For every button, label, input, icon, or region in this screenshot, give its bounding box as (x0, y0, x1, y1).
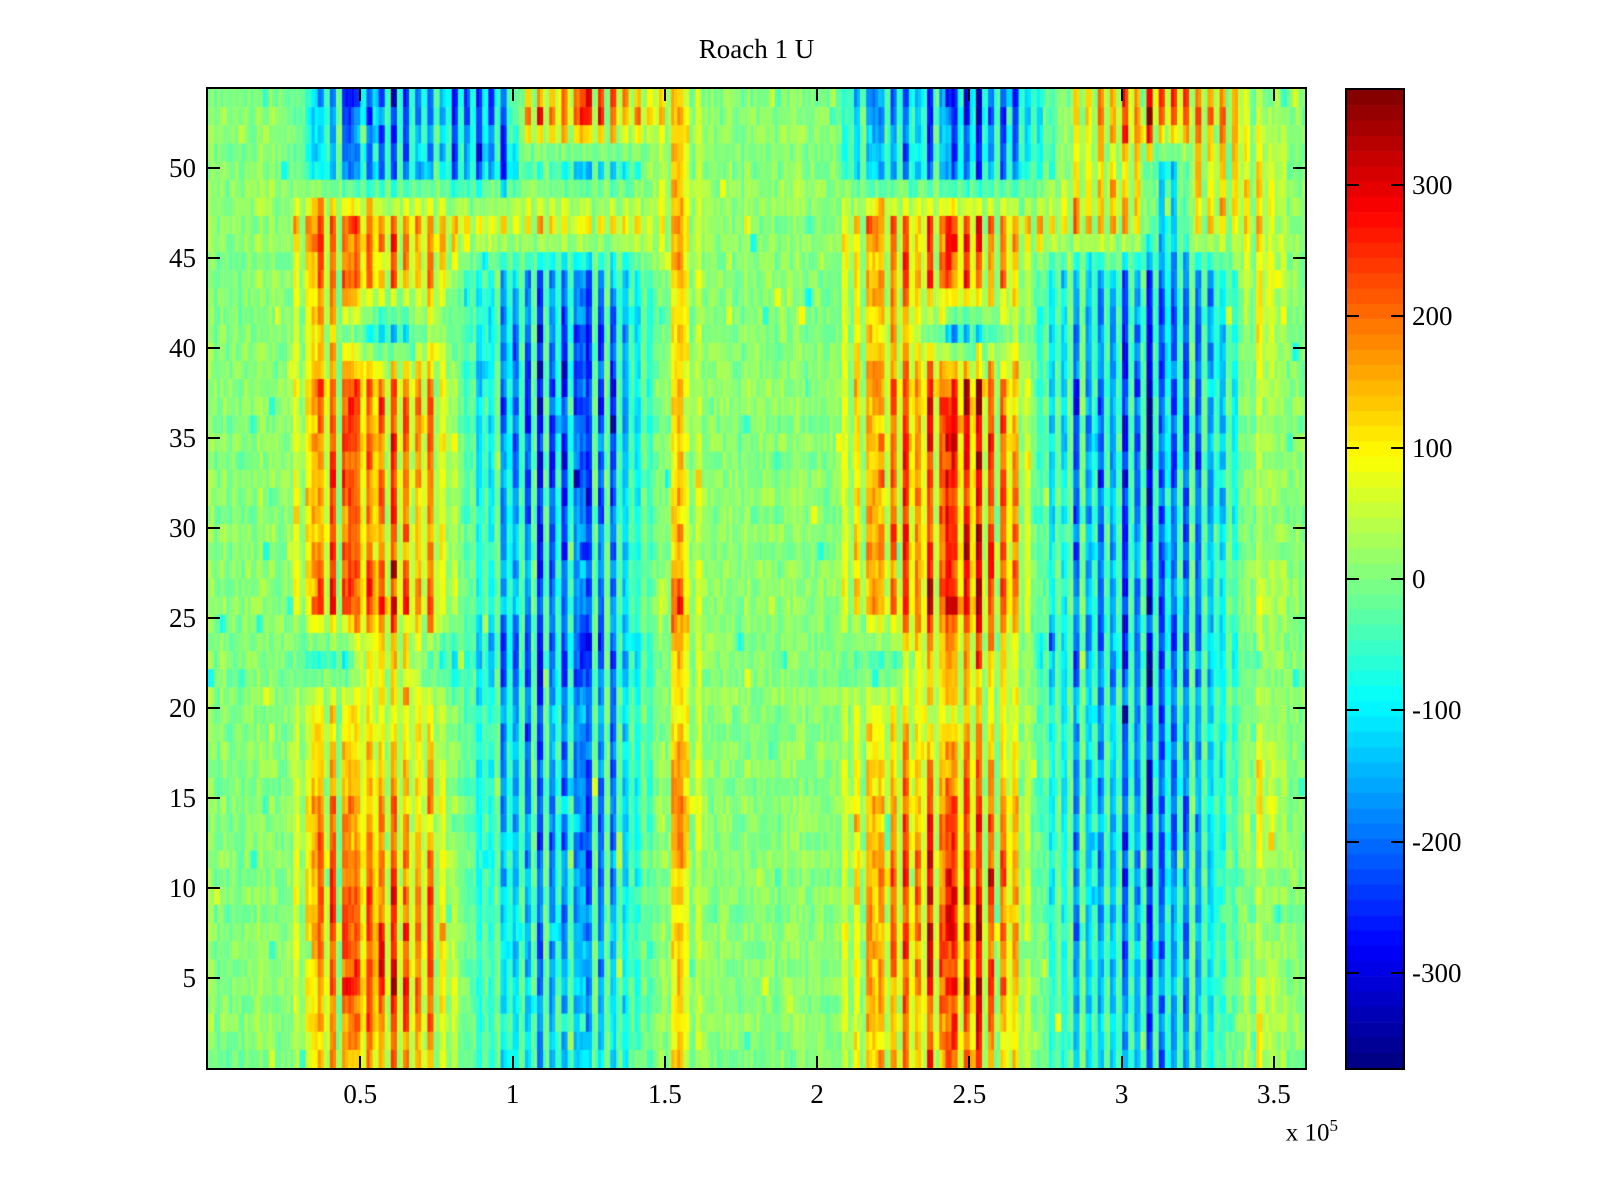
colorbar-tick-label: 100 (1412, 432, 1453, 463)
y-tick-mark (208, 797, 220, 800)
x-tick-mark-top (1272, 89, 1275, 101)
y-tick-mark-right (1293, 527, 1305, 530)
x-tick-mark-top (511, 89, 514, 101)
y-tick-mark (208, 257, 220, 260)
y-tick-mark-right (1293, 707, 1305, 710)
y-tick-mark-right (1293, 167, 1305, 170)
colorbar-tick-mark-left (1347, 315, 1359, 318)
y-tick-mark-right (1293, 257, 1305, 260)
colorbar-tick-label: -300 (1412, 958, 1462, 989)
x-tick-mark (511, 1056, 514, 1068)
x-tick-mark (968, 1056, 971, 1068)
colorbar-tick-label: 200 (1412, 301, 1453, 332)
x-tick-mark-top (663, 89, 666, 101)
colorbar-tick-mark-right (1391, 446, 1403, 449)
y-tick-label: 15 (169, 783, 196, 814)
colorbar-tick-label: -200 (1412, 826, 1462, 857)
plot-axes-box (206, 87, 1307, 1070)
x-multiplier-text: x 10 (1285, 1119, 1330, 1147)
y-tick-mark (208, 707, 220, 710)
y-tick-label: 40 (169, 333, 196, 364)
colorbar-tick-label: -100 (1412, 695, 1462, 726)
colorbar-box (1345, 88, 1405, 1070)
heatmap-canvas (208, 89, 1305, 1068)
colorbar-tick-mark-right (1391, 578, 1403, 580)
x-tick-label: 3.5 (1257, 1079, 1291, 1109)
colorbar-tick-mark-right (1391, 972, 1403, 975)
x-tick-mark (816, 1056, 819, 1068)
y-tick-label: 10 (169, 873, 196, 904)
x-tick-mark (1120, 1056, 1123, 1068)
x-tick-label: 2 (810, 1079, 824, 1109)
colorbar-tick-label: 300 (1412, 169, 1453, 200)
x-axis-exponent-label: x 105 (1228, 1116, 1338, 1147)
x-exponent-text: 5 (1329, 1116, 1339, 1135)
y-tick-mark-right (1293, 617, 1305, 620)
y-tick-mark-right (1293, 887, 1305, 890)
x-tick-label: 1 (505, 1079, 520, 1109)
colorbar-tick-mark-right (1391, 840, 1403, 843)
x-tick-mark-top (968, 89, 971, 101)
y-tick-mark-right (1293, 977, 1305, 980)
x-tick-mark (663, 1056, 666, 1068)
y-tick-label: 50 (169, 153, 196, 184)
y-tick-mark (208, 347, 220, 350)
x-tick-mark (359, 1056, 362, 1068)
page-title: Roach 1 U (698, 34, 815, 64)
x-tick-label: 3 (1114, 1079, 1129, 1109)
colorbar-tick-mark-left (1347, 840, 1359, 843)
colorbar-tick-mark-left (1347, 709, 1359, 712)
y-tick-mark-right (1293, 797, 1305, 800)
colorbar-tick-mark-left (1347, 972, 1359, 975)
x-tick-label: 1.5 (647, 1079, 682, 1109)
x-tick-mark-top (1120, 89, 1123, 101)
y-tick-label: 45 (169, 243, 196, 274)
y-tick-label: 35 (169, 423, 196, 454)
colorbar-tick-mark-right (1391, 183, 1403, 186)
y-tick-mark (208, 437, 220, 440)
x-tick-mark-top (816, 89, 819, 101)
y-tick-mark (208, 887, 220, 890)
x-tick-label: 0.5 (343, 1079, 378, 1109)
y-tick-mark-right (1293, 347, 1305, 350)
y-tick-mark (208, 617, 220, 620)
colorbar-tick-mark-right (1391, 709, 1403, 712)
y-tick-label: 30 (169, 513, 196, 544)
y-tick-mark-right (1293, 437, 1305, 440)
y-tick-mark (208, 977, 220, 980)
y-tick-mark (208, 527, 220, 530)
y-tick-label: 25 (169, 603, 196, 634)
colorbar-tick-label: 0 (1412, 564, 1426, 594)
colorbar-tick-mark-left (1347, 578, 1359, 580)
x-tick-mark (1272, 1056, 1275, 1068)
colorbar-tick-mark-right (1391, 315, 1403, 318)
x-tick-label: 2.5 (952, 1079, 987, 1109)
y-tick-label: 20 (169, 693, 196, 724)
colorbar-tick-mark-left (1347, 183, 1359, 186)
x-tick-mark-top (359, 89, 362, 101)
colorbar-tick-mark-left (1347, 446, 1359, 449)
y-tick-label: 5 (182, 963, 197, 994)
y-tick-mark (208, 167, 220, 170)
